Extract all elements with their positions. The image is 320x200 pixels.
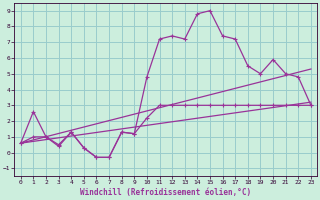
X-axis label: Windchill (Refroidissement éolien,°C): Windchill (Refroidissement éolien,°C) [80, 188, 252, 197]
